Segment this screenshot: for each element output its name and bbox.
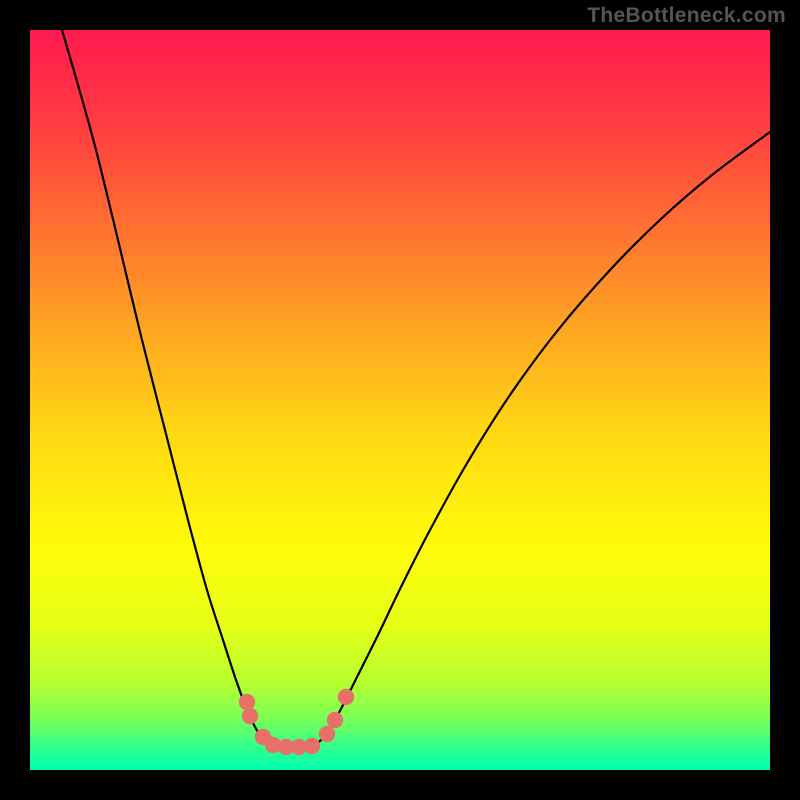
data-marker: [327, 712, 343, 728]
chart-container: TheBottleneck.com: [0, 0, 800, 800]
bottleneck-chart: [0, 0, 800, 800]
data-marker: [304, 738, 320, 754]
plot-background: [30, 30, 770, 770]
data-marker: [239, 694, 255, 710]
data-marker: [338, 689, 354, 705]
data-marker: [319, 726, 335, 742]
data-marker: [242, 708, 258, 724]
